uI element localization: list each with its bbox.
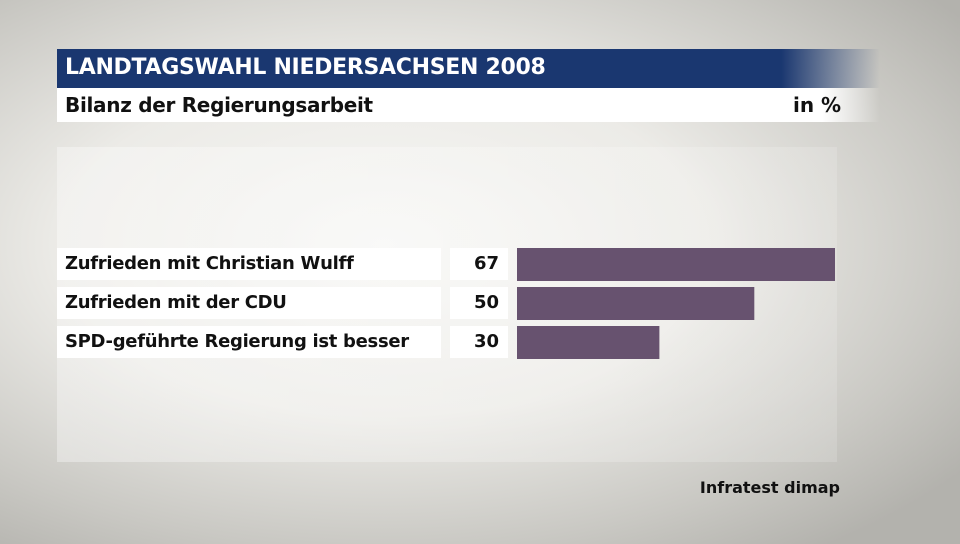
bar-3 bbox=[517, 326, 660, 359]
bar-1 bbox=[517, 248, 835, 281]
subtitle-band bbox=[57, 88, 880, 122]
chart-subtitle: Bilanz der Regierungsarbeit bbox=[65, 93, 373, 117]
category-label-2: Zufrieden mit der CDU bbox=[65, 292, 287, 313]
unit-label: in % bbox=[793, 93, 842, 117]
chart-header-title: LANDTAGSWAHL NIEDERSACHSEN 2008 bbox=[65, 55, 546, 80]
value-label-box-2: 50 bbox=[450, 287, 508, 319]
category-label-box-1: Zufrieden mit Christian Wulff bbox=[57, 248, 441, 280]
category-label-box-2: Zufrieden mit der CDU bbox=[57, 287, 441, 319]
source-credit: Infratest dimap bbox=[699, 478, 840, 497]
category-label-box-3: SPD-geführte Regierung ist besser bbox=[57, 326, 441, 358]
value-label-3: 30 bbox=[473, 331, 499, 352]
category-label-1: Zufrieden mit Christian Wulff bbox=[65, 253, 354, 274]
value-label-box-3: 30 bbox=[450, 326, 508, 358]
value-label-box-1: 67 bbox=[450, 248, 508, 280]
bar-2 bbox=[517, 287, 755, 320]
value-label-2: 50 bbox=[473, 292, 499, 313]
category-label-3: SPD-geführte Regierung ist besser bbox=[65, 331, 409, 352]
value-label-1: 67 bbox=[473, 253, 499, 274]
header-band bbox=[57, 49, 880, 88]
